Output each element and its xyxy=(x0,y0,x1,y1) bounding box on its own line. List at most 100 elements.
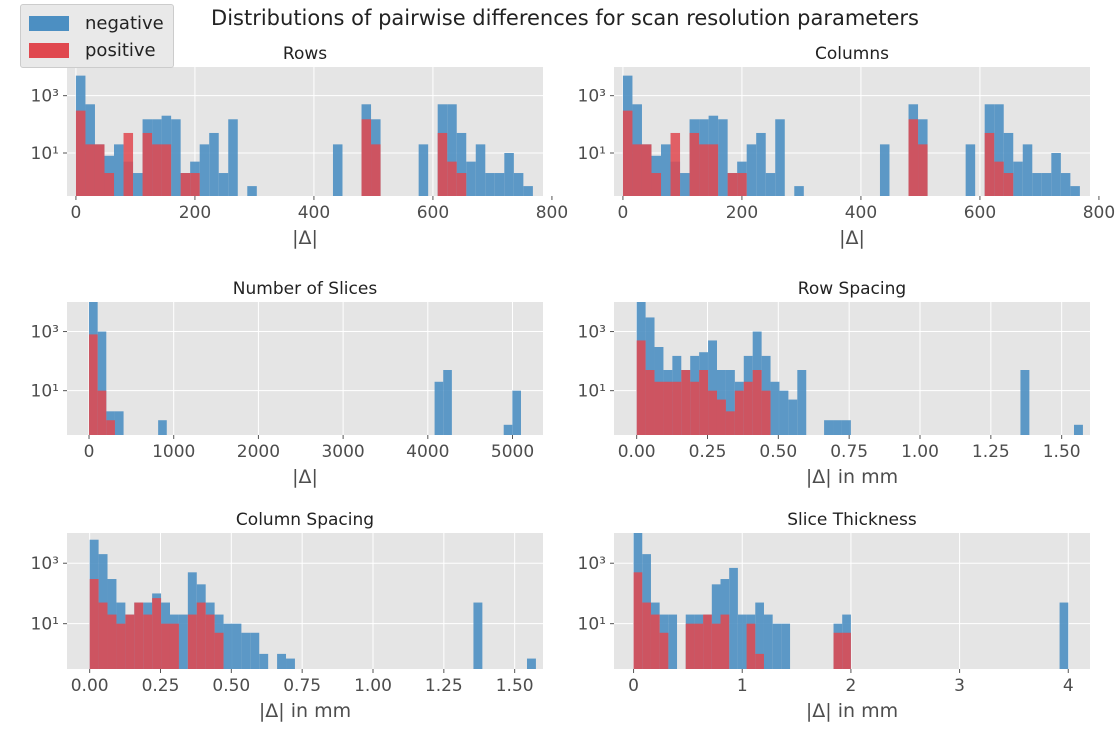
legend-item-positive: positive xyxy=(29,39,156,61)
bar-rows-positive-10 xyxy=(361,119,372,196)
bar-columns-negative-13 xyxy=(746,144,757,196)
bar-row-spacing-positive-10 xyxy=(725,411,735,435)
bar-rows-negative-30 xyxy=(513,173,524,196)
bar-column-spacing-negative-18 xyxy=(250,632,260,669)
bar-row-spacing-negative-19 xyxy=(824,420,834,435)
bar-columns-negative-21 xyxy=(965,144,976,196)
bar-column-spacing-positive-6 xyxy=(143,614,153,669)
bar-number-of-slices-positive-0 xyxy=(89,334,98,435)
x-tick-label-column-spacing-6: 1.50 xyxy=(496,676,534,696)
x-tick-label-number-of-slices-4: 4000 xyxy=(406,442,449,462)
bar-row-spacing-negative-20 xyxy=(833,420,842,435)
legend-label-positive: positive xyxy=(85,39,156,61)
bar-column-spacing-positive-0 xyxy=(89,579,99,669)
bar-columns-positive-0 xyxy=(622,110,633,196)
plot-area-slice-thickness xyxy=(614,533,1090,669)
bar-row-spacing-negative-8 xyxy=(708,340,717,435)
bar-rows-positive-6 xyxy=(152,144,162,196)
y-tick-label-columns-0: 10³ xyxy=(578,87,606,107)
bar-rows-negative-10 xyxy=(171,119,181,196)
bar-columns-negative-31 xyxy=(1070,186,1080,196)
bar-number-of-slices-negative-1 xyxy=(97,331,107,435)
bar-number-of-slices-negative-7 xyxy=(503,424,513,435)
y-tick-label-rows-1: 10¹ xyxy=(31,144,59,164)
bar-rows-negative-21 xyxy=(418,144,429,196)
bar-slice-thickness-positive-0 xyxy=(633,572,643,669)
bar-columns-positive-14 xyxy=(1003,173,1014,196)
bar-rows-positive-1 xyxy=(85,144,95,196)
bar-columns-positive-13 xyxy=(994,161,1004,196)
y-tick-label-slice-thickness-0: 10³ xyxy=(578,554,606,574)
bar-slice-thickness-negative-15 xyxy=(772,623,782,669)
y-tick-label-row-spacing-1: 10¹ xyxy=(578,382,606,402)
bar-columns-negative-16 xyxy=(775,119,785,196)
bar-rows-positive-7 xyxy=(161,144,172,196)
bar-columns-positive-3 xyxy=(651,173,662,196)
bar-column-spacing-positive-8 xyxy=(161,623,170,669)
bar-row-spacing-positive-5 xyxy=(681,370,691,435)
x-tick-label-number-of-slices-2: 2000 xyxy=(237,442,280,462)
bar-columns-negative-15 xyxy=(765,173,776,196)
bar-slice-thickness-positive-9 xyxy=(746,623,756,669)
bar-columns-negative-17 xyxy=(794,186,804,196)
bar-slice-thickness-positive-12 xyxy=(842,632,851,669)
y-tick-label-columns-1: 10¹ xyxy=(578,144,606,164)
x-axis-label-slice-thickness: |Δ| in mm xyxy=(806,700,898,722)
bar-number-of-slices-negative-5 xyxy=(434,381,444,435)
bar-columns-negative-4 xyxy=(661,144,671,196)
bar-rows-negative-24 xyxy=(456,132,467,196)
bar-columns-negative-28 xyxy=(1041,173,1052,196)
bar-slice-thickness-positive-3 xyxy=(659,632,669,669)
bar-number-of-slices-negative-4 xyxy=(158,420,167,435)
bar-column-spacing-positive-3 xyxy=(116,623,126,669)
bar-rows-negative-15 xyxy=(218,173,229,196)
bar-column-spacing-negative-16 xyxy=(232,623,242,669)
panel-title-columns: Columns xyxy=(815,44,889,64)
bar-number-of-slices-negative-8 xyxy=(512,390,521,435)
bar-slice-thickness-negative-16 xyxy=(781,623,791,669)
x-tick-label-slice-thickness-3: 3 xyxy=(954,676,965,696)
bar-row-spacing-positive-3 xyxy=(663,381,673,435)
bar-rows-positive-4 xyxy=(123,132,134,196)
bar-rows-positive-13 xyxy=(447,161,457,196)
bar-rows-positive-11 xyxy=(371,144,381,196)
x-axis-label-column-spacing: |Δ| in mm xyxy=(259,700,351,722)
bar-row-spacing-negative-23 xyxy=(1073,424,1083,435)
panel-title-number-of-slices: Number of Slices xyxy=(233,279,378,299)
panel-title-slice-thickness: Slice Thickness xyxy=(787,510,917,530)
bar-row-spacing-positive-2 xyxy=(654,381,664,435)
bar-column-spacing-negative-23 xyxy=(526,658,536,669)
bar-column-spacing-positive-7 xyxy=(152,598,162,669)
bar-rows-negative-26 xyxy=(475,144,486,196)
bar-slice-thickness-positive-6 xyxy=(703,614,712,669)
bar-row-spacing-negative-22 xyxy=(1020,370,1030,435)
bar-row-spacing-negative-18 xyxy=(797,370,807,435)
x-tick-label-column-spacing-3: 0.75 xyxy=(283,676,321,696)
bar-row-spacing-positive-1 xyxy=(645,370,655,435)
bar-slice-thickness-positive-8 xyxy=(720,614,730,669)
bar-column-spacing-negative-21 xyxy=(286,658,295,669)
bar-columns-negative-6 xyxy=(680,173,690,196)
bar-rows-negative-17 xyxy=(247,186,257,196)
y-tick-label-slice-thickness-1: 10¹ xyxy=(578,615,606,635)
x-tick-label-column-spacing-0: 0.00 xyxy=(71,676,109,696)
bar-columns-positive-4 xyxy=(670,132,681,196)
bar-slice-thickness-negative-13 xyxy=(755,602,764,669)
bar-column-spacing-positive-4 xyxy=(125,614,135,669)
x-tick-label-row-spacing-5: 1.25 xyxy=(972,442,1010,462)
bar-rows-positive-0 xyxy=(75,110,86,196)
bar-rows-negative-18 xyxy=(332,144,343,196)
bar-columns-negative-30 xyxy=(1060,173,1071,196)
bar-column-spacing-positive-5 xyxy=(134,602,144,669)
bar-columns-positive-11 xyxy=(918,144,928,196)
bar-row-spacing-negative-21 xyxy=(841,420,851,435)
panel-title-rows: Rows xyxy=(283,44,327,64)
x-axis-label-columns: |Δ| xyxy=(839,227,865,249)
bar-columns-positive-12 xyxy=(984,132,995,196)
x-tick-label-row-spacing-2: 0.50 xyxy=(759,442,797,462)
bar-columns-negative-29 xyxy=(1051,153,1061,196)
panel-title-column-spacing: Column Spacing xyxy=(236,510,374,530)
y-tick-label-column-spacing-0: 10³ xyxy=(31,554,59,574)
bar-columns-negative-23 xyxy=(994,104,1004,196)
